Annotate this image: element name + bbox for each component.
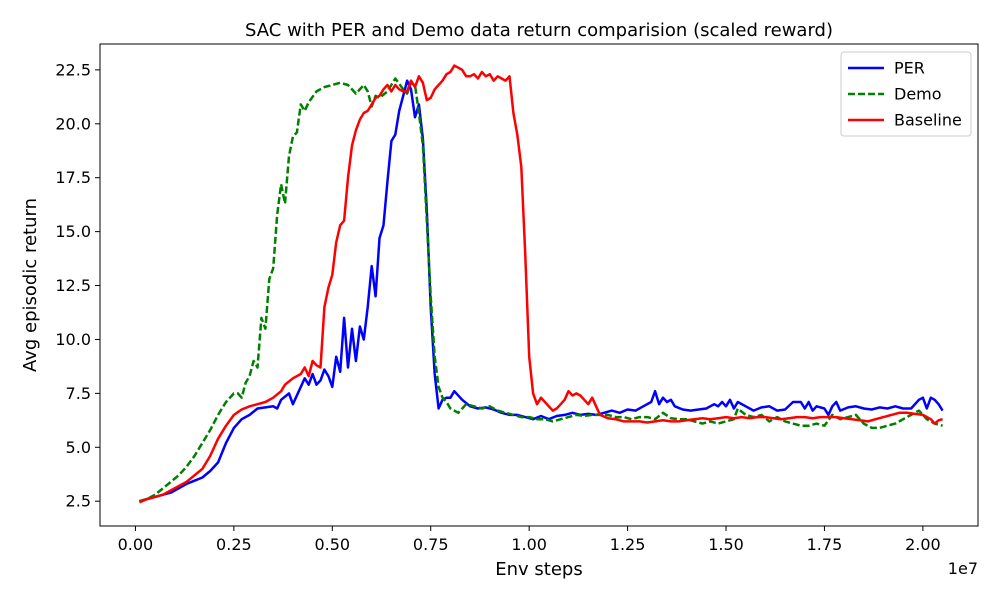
x-tick-label: 1.00 — [511, 535, 547, 554]
legend: PER Demo Baseline — [840, 51, 972, 137]
x-tick-label: 1.75 — [807, 535, 843, 554]
x-tick-label: 1.25 — [610, 535, 646, 554]
x-axis-ticks: 0.00 0.25 0.50 0.75 1.00 1.25 1.50 1.75 2.00 — [118, 526, 941, 554]
y-tick-label: 15.0 — [55, 222, 91, 241]
y-axis-title: Avg episodic return — [20, 198, 41, 372]
series-line-baseline — [138, 64, 943, 504]
y-tick-label: 20.0 — [55, 114, 91, 133]
y-tick-label: 12.5 — [55, 276, 91, 295]
y-tick-label: 17.5 — [55, 168, 91, 187]
legend-label-demo: Demo — [894, 85, 942, 104]
legend-box — [840, 51, 972, 137]
x-tick-label: 1.50 — [708, 535, 744, 554]
y-tick-label: 10.0 — [55, 330, 91, 349]
y-axis-ticks: 2.5 5.0 7.5 10.0 12.5 15.0 17.5 20.0 22.5 — [55, 60, 100, 511]
legend-entries: PER Demo Baseline — [848, 59, 962, 130]
x-tick-label: 0.50 — [314, 535, 350, 554]
x-tick-label: 0.00 — [118, 535, 154, 554]
y-tick-label: 22.5 — [55, 60, 91, 79]
series-line-demo — [139, 77, 943, 503]
chart-title: SAC with PER and Demo data return compar… — [245, 20, 833, 41]
x-tick-label: 2.00 — [905, 535, 941, 554]
x-axis-offset-label: 1e7 — [948, 559, 978, 578]
plot-area-frame — [99, 43, 979, 527]
legend-label-per: PER — [894, 59, 925, 78]
x-axis-title: Env steps — [495, 559, 582, 580]
x-tick-label: 0.25 — [216, 535, 252, 554]
y-tick-label: 7.5 — [66, 384, 91, 403]
y-tick-label: 2.5 — [66, 492, 91, 511]
legend-label-baseline: Baseline — [894, 111, 962, 130]
series-layer — [138, 64, 944, 504]
x-tick-label: 0.75 — [413, 535, 449, 554]
y-tick-label: 5.0 — [66, 438, 91, 457]
